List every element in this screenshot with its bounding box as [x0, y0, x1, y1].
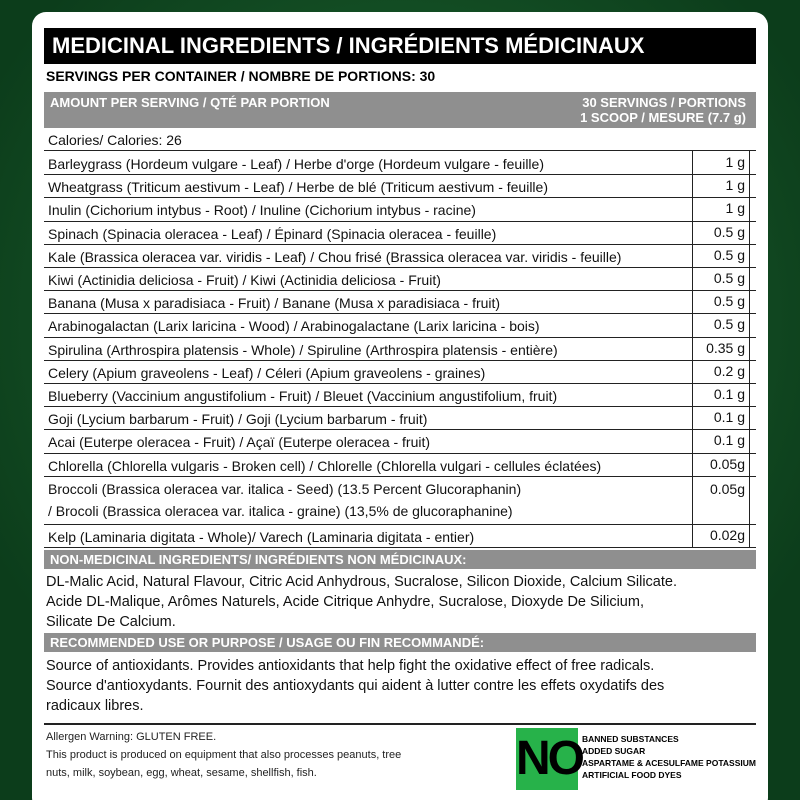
- title: MEDICINAL INGREDIENTS / INGRÉDIENTS MÉDI…: [44, 28, 756, 64]
- ingredient-amount: 0.35 g: [692, 336, 750, 360]
- ingredient-amount: 0.5 g: [692, 220, 750, 244]
- ingredient-row: Goji (Lycium barbarum - Fruit) / Goji (L…: [44, 406, 756, 431]
- badge-list: BANNED SUBSTANCES ADDED SUGAR ASPARTAME …: [582, 733, 756, 781]
- ingredient-amount: 0.5 g: [692, 267, 750, 291]
- ingredient-name: Arabinogalactan (Larix laricina - Wood) …: [48, 315, 540, 337]
- ingredient-name: Blueberry (Vaccinium angustifolium - Fru…: [48, 385, 557, 407]
- ingredient-row: Blueberry (Vaccinium angustifolium - Fru…: [44, 383, 756, 408]
- ingredient-row: Spinach (Spinacia oleracea - Leaf) / Épi…: [44, 220, 756, 245]
- ingredient-amount: 0.05g: [692, 475, 750, 525]
- ingredient-row: Kelp (Laminaria digitata - Whole)/ Varec…: [44, 524, 756, 549]
- amount-left: AMOUNT PER SERVING / QTÉ PAR PORTION: [50, 95, 330, 110]
- ingredient-amount: 1 g: [692, 174, 750, 198]
- ingredient-row: Kiwi (Actinidia deliciosa - Fruit) / Kiw…: [44, 267, 756, 292]
- text-line: Source of antioxidants. Provides antioxi…: [46, 658, 655, 674]
- ingredient-row: Kale (Brassica oleracea var. viridis - L…: [44, 243, 756, 268]
- ingredient-name: Inulin (Cichorium intybus - Root) / Inul…: [48, 199, 476, 221]
- allergen-line: This product is produced on equipment th…: [46, 749, 402, 761]
- ingredient-amount: 0.2 g: [692, 359, 750, 383]
- ingredient-name: Wheatgrass (Triticum aestivum - Leaf) / …: [48, 176, 548, 198]
- ingredient-amount: 1 g: [692, 197, 750, 221]
- name-line: Barleygrass (Hordeum vulgare - Leaf) / H…: [48, 156, 544, 172]
- ingredient-amount: 0.1 g: [692, 383, 750, 407]
- ingredient-amount: 0.5 g: [692, 290, 750, 314]
- text-line: Source d'antioxydants. Fournit des antio…: [46, 678, 665, 694]
- divider: [44, 723, 756, 725]
- calories: Calories/ Calories: 26: [44, 130, 756, 151]
- ingredient-row: Banana (Musa x paradisiaca - Fruit) / Ba…: [44, 290, 756, 315]
- non-medicinal-text: DL-Malic Acid, Natural Flavour, Citric A…: [46, 572, 677, 632]
- ingredient-row: Arabinogalactan (Larix laricina - Wood) …: [44, 313, 756, 338]
- name-line: Acai (Euterpe oleracea - Fruit) / Açaï (…: [48, 434, 431, 451]
- name-line: Kale (Brassica oleracea var. viridis - L…: [48, 248, 622, 265]
- name-line: Inulin (Cichorium intybus - Root) / Inul…: [48, 202, 476, 219]
- ingredient-row: Spirulina (Arthrospira platensis - Whole…: [44, 336, 756, 361]
- name-line: Celery (Apium graveolens - Leaf) / Céler…: [48, 364, 486, 381]
- ingredient-name: Broccoli (Brassica oleracea var. italica…: [48, 478, 521, 522]
- ingredient-name: Spirulina (Arthrospira platensis - Whole…: [48, 339, 558, 361]
- amount-right-line: 1 SCOOP / MESURE (7.7 g): [580, 110, 746, 125]
- badge-item: ARTIFICIAL FOOD DYES: [582, 770, 682, 780]
- recommended-text: Source of antioxidants. Provides antioxi…: [46, 656, 664, 716]
- ingredient-row: Barleygrass (Hordeum vulgare - Leaf) / H…: [44, 151, 756, 176]
- ingredient-name: Kale (Brassica oleracea var. viridis - L…: [48, 246, 621, 268]
- allergen-line: Allergen Warning: GLUTEN FREE.: [46, 731, 217, 743]
- name-line: Arabinogalactan (Larix laricina - Wood) …: [48, 318, 540, 335]
- text-line: DL-Malic Acid, Natural Flavour, Citric A…: [46, 574, 677, 590]
- ingredient-name: Kiwi (Actinidia deliciosa - Fruit) / Kiw…: [48, 269, 441, 291]
- ingredient-row: Celery (Apium graveolens - Leaf) / Céler…: [44, 359, 756, 384]
- amount-right: 30 SERVINGS / PORTIONS 1 SCOOP / MESURE …: [580, 95, 746, 125]
- ingredient-name: Chlorella (Chlorella vulgaris - Broken c…: [48, 455, 601, 477]
- ingredient-row: Chlorella (Chlorella vulgaris - Broken c…: [44, 452, 756, 477]
- label-panel: MEDICINAL INGREDIENTS / INGRÉDIENTS MÉDI…: [32, 12, 768, 812]
- badge-item: ASPARTAME & ACESULFAME POTASSIUM: [582, 758, 756, 768]
- name-line: Goji (Lycium barbarum - Fruit) / Goji (L…: [48, 411, 428, 428]
- allergen: Allergen Warning: GLUTEN FREE. This prod…: [46, 728, 401, 782]
- ingredient-name: Banana (Musa x paradisiaca - Fruit) / Ba…: [48, 292, 500, 314]
- ingredient-name: Kelp (Laminaria digitata - Whole)/ Varec…: [48, 526, 474, 548]
- ingredient-amount: 1 g: [692, 151, 750, 175]
- text-line: Silicate De Calcium.: [46, 614, 176, 630]
- ingredient-name: Celery (Apium graveolens - Leaf) / Céler…: [48, 362, 485, 384]
- name-line: Spirulina (Arthrospira platensis - Whole…: [48, 341, 558, 358]
- no-badge: NO: [516, 728, 585, 790]
- ingredient-amount: 0.02g: [692, 524, 750, 548]
- ingredient-row: Acai (Euterpe oleracea - Fruit) / Açaï (…: [44, 429, 756, 454]
- ingredient-row: Wheatgrass (Triticum aestivum - Leaf) / …: [44, 174, 756, 199]
- ingredient-name: Acai (Euterpe oleracea - Fruit) / Açaï (…: [48, 431, 430, 453]
- name-line: / Brocoli (Brassica oleracea var. italic…: [48, 502, 513, 519]
- name-line: Broccoli (Brassica oleracea var. italica…: [48, 480, 522, 497]
- ingredient-amount: 0.05g: [692, 452, 750, 476]
- ingredient-amount: 0.1 g: [692, 406, 750, 430]
- text-line: Acide DL-Malique, Arômes Naturels, Acide…: [46, 594, 644, 610]
- servings: SERVINGS PER CONTAINER / NOMBRE DE PORTI…: [46, 68, 436, 84]
- section-bar: NON-MEDICINAL INGREDIENTS/ INGRÉDIENTS N…: [44, 550, 756, 569]
- text-line: radicaux libres.: [46, 698, 144, 714]
- amount-right-line: 30 SERVINGS / PORTIONS: [582, 95, 746, 110]
- allergen-line: nuts, milk, soybean, egg, wheat, sesame,…: [46, 767, 317, 779]
- name-line: Chlorella (Chlorella vulgaris - Broken c…: [48, 457, 602, 474]
- name-line: Kelp (Laminaria digitata - Whole)/ Varec…: [48, 529, 475, 546]
- name-line: Spinach (Spinacia oleracea - Leaf) / Épi…: [48, 225, 497, 242]
- ingredient-name: Goji (Lycium barbarum - Fruit) / Goji (L…: [48, 408, 427, 430]
- name-line: Kiwi (Actinidia deliciosa - Fruit) / Kiw…: [48, 272, 441, 288]
- section-bar: RECOMMENDED USE OR PURPOSE / USAGE OU FI…: [44, 633, 756, 652]
- badge-item: ADDED SUGAR: [582, 746, 646, 756]
- name-line: Wheatgrass (Triticum aestivum - Leaf) / …: [48, 179, 548, 196]
- amount-bar: AMOUNT PER SERVING / QTÉ PAR PORTION 30 …: [44, 92, 756, 128]
- name-line: Banana (Musa x paradisiaca - Fruit) / Ba…: [48, 295, 501, 312]
- ingredient-row: Inulin (Cichorium intybus - Root) / Inul…: [44, 197, 756, 222]
- ingredient-name: Barleygrass (Hordeum vulgare - Leaf) / H…: [48, 153, 544, 175]
- ingredient-amount: 0.5 g: [692, 313, 750, 337]
- name-line: Blueberry (Vaccinium angustifolium - Fru…: [48, 388, 558, 404]
- ingredient-row: Broccoli (Brassica oleracea var. italica…: [44, 475, 756, 526]
- ingredient-amount: 0.5 g: [692, 243, 750, 267]
- ingredient-amount: 0.1 g: [692, 429, 750, 453]
- ingredient-name: Spinach (Spinacia oleracea - Leaf) / Épi…: [48, 223, 496, 245]
- badge-item: BANNED SUBSTANCES: [582, 734, 679, 744]
